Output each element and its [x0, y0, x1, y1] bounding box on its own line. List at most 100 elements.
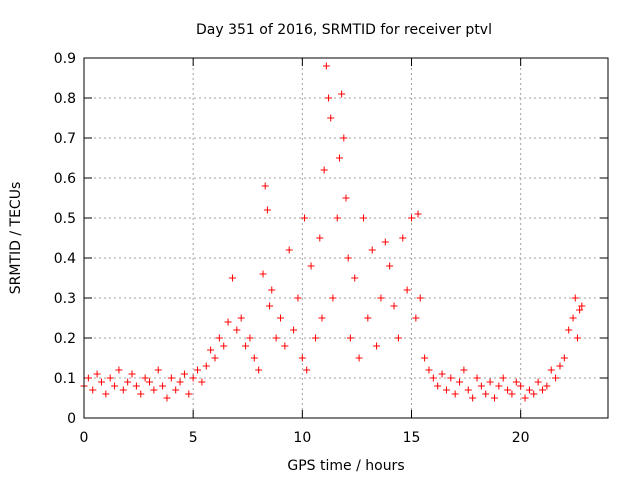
- data-point: [464, 386, 472, 394]
- chart-title: Day 351 of 2016, SRMTID for receiver ptv…: [196, 22, 492, 38]
- data-point: [211, 354, 219, 362]
- data-point: [119, 386, 127, 394]
- data-point: [159, 382, 167, 390]
- data-point: [504, 386, 512, 394]
- data-point: [416, 294, 424, 302]
- data-point: [176, 378, 184, 386]
- data-point: [111, 382, 119, 390]
- data-point: [364, 314, 372, 322]
- data-point: [355, 354, 363, 362]
- data-point: [530, 390, 538, 398]
- data-point: [495, 382, 503, 390]
- data-point: [268, 286, 276, 294]
- data-point: [84, 374, 92, 382]
- plot-frame: [83, 57, 609, 419]
- data-point: [565, 326, 573, 334]
- data-point: [189, 374, 197, 382]
- data-point: [460, 366, 468, 374]
- data-point: [246, 334, 254, 342]
- data-point: [163, 394, 171, 402]
- y-tick-label: 0.3: [54, 291, 76, 307]
- data-point: [259, 270, 267, 278]
- data-point: [242, 342, 250, 350]
- data-point: [412, 314, 420, 322]
- data-point: [202, 362, 210, 370]
- data-point: [263, 206, 271, 214]
- data-point: [115, 366, 123, 374]
- data-point: [473, 374, 481, 382]
- x-tick-label: 15: [403, 430, 421, 446]
- data-point: [576, 306, 584, 314]
- data-point: [377, 294, 385, 302]
- data-point: [294, 294, 302, 302]
- data-point: [571, 294, 579, 302]
- data-point: [560, 354, 568, 362]
- data-point: [429, 374, 437, 382]
- data-point: [543, 382, 551, 390]
- data-point: [486, 378, 494, 386]
- data-point: [250, 354, 258, 362]
- ticks: 0 0.1 0.2 0.3 0.4 0.5 0.6 0.7 0.8 0.9 0 5 10 15 20: [54, 51, 608, 446]
- data-point: [320, 166, 328, 174]
- data-point: [434, 382, 442, 390]
- data-point: [237, 314, 245, 322]
- x-tick-label: 5: [189, 430, 198, 446]
- data-point: [198, 378, 206, 386]
- data-point: [303, 366, 311, 374]
- data-point: [228, 274, 236, 282]
- data-point: [102, 390, 110, 398]
- data-point: [93, 370, 101, 378]
- data-point: [335, 154, 343, 162]
- data-point: [569, 314, 577, 322]
- data-point: [150, 386, 158, 394]
- x-tick-label: 20: [512, 430, 530, 446]
- data-point: [421, 354, 429, 362]
- data-point: [180, 370, 188, 378]
- data-point: [261, 182, 269, 190]
- data-point: [482, 390, 490, 398]
- data-point: [456, 378, 464, 386]
- data-point: [316, 234, 324, 242]
- data-point: [194, 366, 202, 374]
- data-point: [281, 342, 289, 350]
- data-point: [539, 386, 546, 394]
- y-tick-label: 0.4: [54, 251, 76, 267]
- data-point: [425, 366, 433, 374]
- x-tick-label: 0: [80, 430, 89, 446]
- data-point: [386, 262, 394, 270]
- data-point: [556, 362, 564, 370]
- data-point: [89, 386, 97, 394]
- data-point: [368, 246, 376, 254]
- y-tick-label: 0: [67, 411, 76, 427]
- data-point: [521, 394, 529, 402]
- data-point: [552, 374, 560, 382]
- data-point: [255, 366, 263, 374]
- data-point: [266, 302, 274, 310]
- data-point: [344, 254, 352, 262]
- data-point: [525, 386, 533, 394]
- data-point: [124, 378, 132, 386]
- x-axis-label: GPS time / hours: [287, 458, 404, 474]
- data-point: [325, 94, 333, 102]
- data-point: [272, 334, 280, 342]
- y-axis-label: SRMTID / TECUs: [8, 182, 24, 295]
- data-point: [318, 314, 326, 322]
- x-tick-label: 10: [293, 430, 311, 446]
- data-point: [342, 194, 350, 202]
- data-point: [298, 354, 306, 362]
- data-point: [469, 394, 477, 402]
- data-point: [185, 390, 193, 398]
- data-point: [329, 294, 337, 302]
- y-tick-label: 0.8: [54, 91, 76, 107]
- data-point: [132, 382, 140, 390]
- data-point: [351, 274, 359, 282]
- data-point: [390, 302, 398, 310]
- data-point: [534, 378, 542, 386]
- data-point: [442, 386, 450, 394]
- data-point: [512, 378, 520, 386]
- data-point: [508, 390, 516, 398]
- data-point: [137, 390, 145, 398]
- data-point: [106, 374, 114, 382]
- data-point: [97, 378, 105, 386]
